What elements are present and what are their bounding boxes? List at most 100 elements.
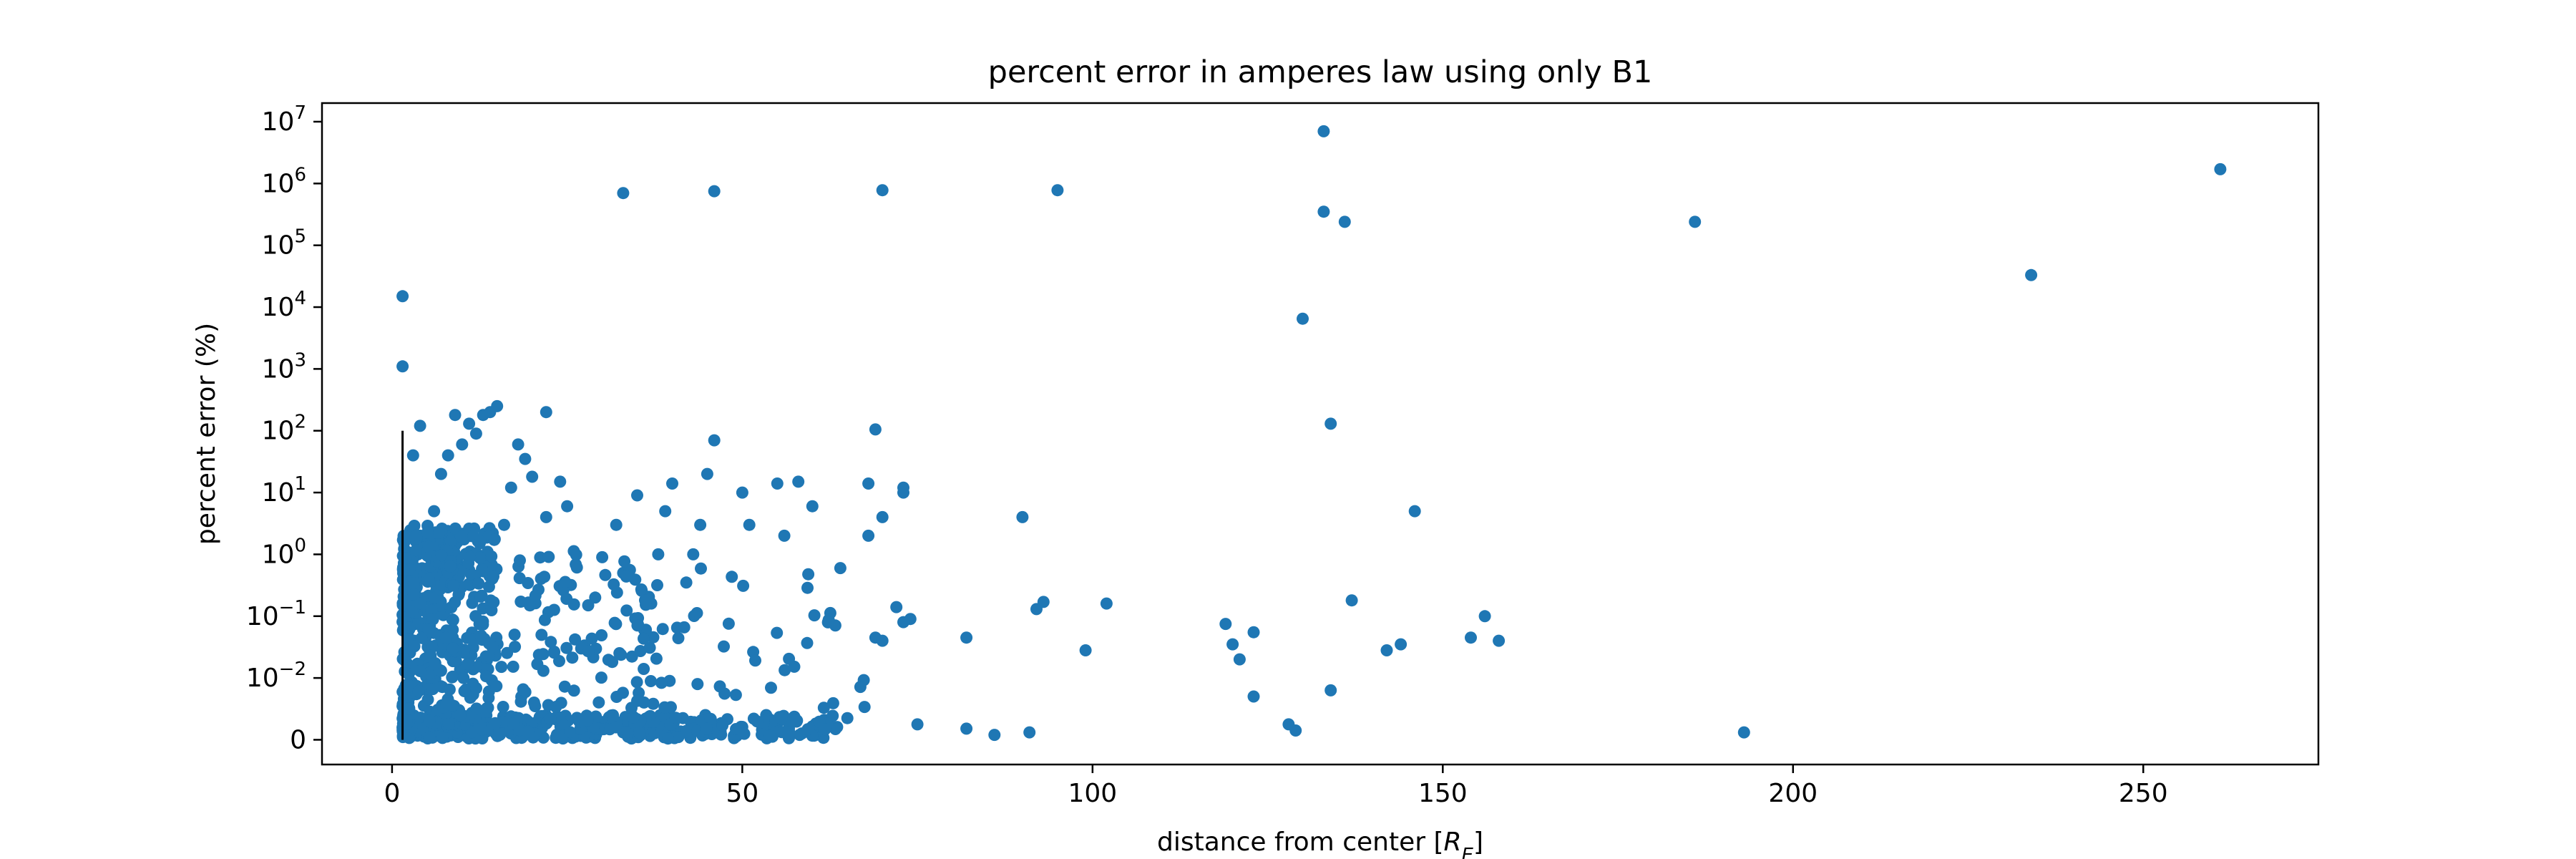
- data-point: [458, 685, 471, 697]
- data-point: [570, 558, 582, 571]
- x-tick-label: 0: [384, 779, 400, 808]
- data-point: [580, 731, 592, 744]
- data-point: [415, 631, 428, 644]
- data-point: [538, 613, 551, 626]
- data-point: [454, 530, 467, 543]
- data-point: [801, 723, 814, 736]
- data-point: [841, 712, 854, 724]
- y-tick-label: 106: [262, 164, 306, 198]
- data-point: [409, 544, 422, 557]
- data-point: [596, 550, 609, 563]
- data-point: [1079, 644, 1092, 656]
- data-point: [529, 589, 542, 602]
- data-point: [1465, 631, 1477, 644]
- data-point: [808, 609, 821, 622]
- data-point: [482, 650, 495, 663]
- data-point: [691, 678, 704, 691]
- data-point: [627, 711, 640, 724]
- data-point: [621, 726, 634, 739]
- data-point: [854, 681, 867, 694]
- data-point: [406, 605, 419, 618]
- data-point: [647, 697, 660, 710]
- data-point: [473, 551, 486, 564]
- data-point: [1297, 312, 1309, 325]
- data-point: [449, 654, 462, 667]
- data-point: [749, 654, 761, 667]
- data-point: [421, 693, 434, 706]
- data-point: [540, 406, 552, 419]
- data-point: [771, 626, 784, 639]
- data-point: [519, 686, 532, 699]
- data-point: [464, 550, 477, 563]
- data-point: [514, 695, 527, 708]
- data-point: [1219, 618, 1232, 631]
- data-point: [589, 591, 602, 604]
- data-point: [643, 641, 656, 654]
- data-point: [470, 681, 482, 694]
- data-point: [569, 633, 582, 646]
- data-point: [613, 647, 626, 659]
- data-point: [436, 732, 449, 744]
- x-axis-ticks: 0 50 100 150 200 250: [384, 765, 2168, 808]
- data-point: [890, 601, 903, 613]
- data-point: [449, 596, 462, 608]
- data-point: [617, 686, 629, 699]
- data-point: [479, 670, 492, 683]
- data-point: [751, 715, 763, 728]
- data-point: [423, 731, 436, 744]
- data-point: [428, 591, 441, 604]
- data-point: [421, 526, 434, 539]
- data-point: [416, 722, 429, 734]
- data-point: [564, 726, 576, 739]
- data-point: [630, 676, 643, 689]
- data-point: [631, 489, 643, 502]
- data-point: [669, 712, 682, 724]
- data-point: [454, 709, 467, 722]
- data-point: [582, 645, 595, 658]
- data-point: [599, 568, 612, 581]
- data-point: [1338, 215, 1351, 228]
- data-point: [403, 702, 416, 715]
- data-point: [595, 671, 608, 684]
- data-point: [407, 577, 420, 590]
- data-point: [819, 723, 831, 736]
- data-point: [540, 510, 552, 523]
- data-point: [494, 728, 507, 741]
- data-point: [645, 675, 657, 687]
- data-point: [426, 613, 439, 626]
- data-point: [426, 683, 439, 696]
- data-point: [566, 651, 579, 664]
- data-point: [573, 715, 586, 728]
- x-tick-label: 50: [726, 779, 758, 808]
- data-point: [737, 579, 750, 592]
- data-point: [414, 419, 426, 432]
- data-point: [701, 467, 713, 480]
- y-tick-label: 102: [262, 412, 306, 446]
- data-point: [708, 185, 721, 198]
- y-tick-label: 10−1: [246, 597, 306, 631]
- data-point: [666, 477, 678, 490]
- data-point: [608, 616, 621, 629]
- x-tick-label: 200: [1768, 779, 1818, 808]
- data-point: [433, 527, 446, 539]
- data-point: [592, 696, 605, 709]
- data-point: [1345, 594, 1358, 607]
- y-tick-label: 107: [262, 102, 306, 137]
- data-point: [447, 613, 459, 626]
- data-point: [396, 290, 409, 303]
- data-point: [700, 722, 713, 735]
- data-point: [779, 664, 791, 676]
- data-point: [1324, 684, 1337, 697]
- data-point: [414, 665, 426, 677]
- data-point: [1226, 638, 1239, 651]
- data-point: [477, 409, 489, 422]
- data-point: [463, 417, 476, 430]
- data-point: [507, 660, 519, 673]
- data-point: [498, 518, 510, 531]
- data-point: [704, 712, 717, 725]
- data-point: [527, 697, 540, 709]
- data-point: [651, 579, 663, 591]
- data-point: [507, 717, 519, 730]
- data-point: [606, 656, 619, 669]
